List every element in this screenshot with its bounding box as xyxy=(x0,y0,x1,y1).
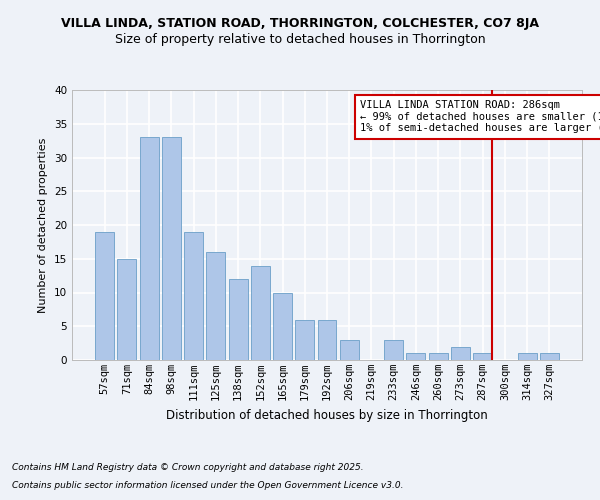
Bar xyxy=(451,346,470,360)
X-axis label: Distribution of detached houses by size in Thorrington: Distribution of detached houses by size … xyxy=(166,408,488,422)
Bar xyxy=(118,259,136,360)
Bar xyxy=(273,292,292,360)
Bar xyxy=(340,340,359,360)
Bar xyxy=(184,232,203,360)
Text: VILLA LINDA STATION ROAD: 286sqm
← 99% of detached houses are smaller (192)
1% o: VILLA LINDA STATION ROAD: 286sqm ← 99% o… xyxy=(361,100,600,134)
Bar xyxy=(295,320,314,360)
Bar xyxy=(162,137,181,360)
Text: Size of property relative to detached houses in Thorrington: Size of property relative to detached ho… xyxy=(115,32,485,46)
Bar xyxy=(429,353,448,360)
Text: Contains public sector information licensed under the Open Government Licence v3: Contains public sector information licen… xyxy=(12,481,404,490)
Bar xyxy=(229,279,248,360)
Bar xyxy=(140,137,158,360)
Bar xyxy=(384,340,403,360)
Bar xyxy=(251,266,270,360)
Bar xyxy=(317,320,337,360)
Text: VILLA LINDA, STATION ROAD, THORRINGTON, COLCHESTER, CO7 8JA: VILLA LINDA, STATION ROAD, THORRINGTON, … xyxy=(61,18,539,30)
Y-axis label: Number of detached properties: Number of detached properties xyxy=(38,138,49,312)
Text: Contains HM Land Registry data © Crown copyright and database right 2025.: Contains HM Land Registry data © Crown c… xyxy=(12,464,364,472)
Bar xyxy=(473,353,492,360)
Bar xyxy=(518,353,536,360)
Bar xyxy=(540,353,559,360)
Bar xyxy=(95,232,114,360)
Bar xyxy=(406,353,425,360)
Bar xyxy=(206,252,225,360)
